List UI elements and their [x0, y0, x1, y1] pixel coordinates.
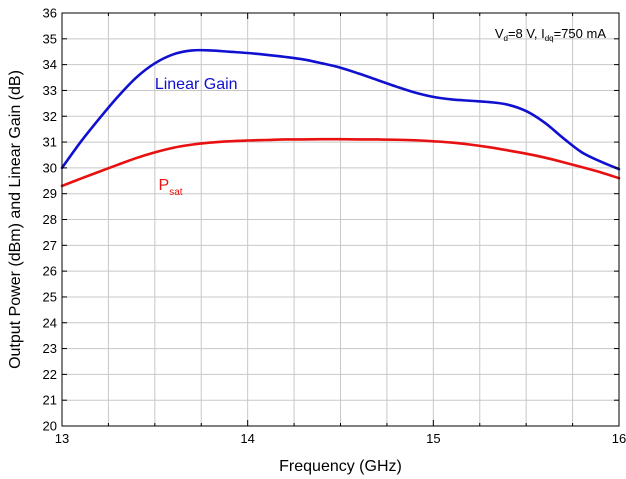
- annotation-v: V: [495, 26, 504, 41]
- y-tick-label: 23: [43, 341, 57, 356]
- bias-annotation: Vd=8 V, Idq=750 mA: [495, 26, 607, 43]
- x-axis-label: Frequency (GHz): [279, 458, 402, 475]
- y-tick-label: 24: [43, 315, 57, 330]
- series-line-psat: [60, 137, 621, 188]
- grid: [62, 13, 619, 426]
- psat-label-main: P: [159, 177, 170, 194]
- series-label-linear-gain: Linear Gain: [155, 76, 238, 93]
- y-tick-label: 22: [43, 367, 57, 382]
- annotation-sub-d: d: [503, 34, 507, 43]
- psat-label-sub: sat: [169, 187, 183, 198]
- y-tick-label: 34: [43, 57, 57, 72]
- annotation-sub-dq: dq: [545, 34, 554, 43]
- y-tick-label: 27: [43, 238, 57, 253]
- y-axis-label: Output Power (dBm) and Linear Gain (dB): [7, 70, 24, 369]
- y-tick-label: 25: [43, 289, 57, 304]
- y-tick-label: 21: [43, 393, 57, 408]
- x-tick-label: 15: [426, 431, 440, 446]
- series-layer: [60, 48, 621, 188]
- tick-labels: 13 14 15 16 20 21 22 23 24 25 26 27 28 29 30 31 32 33 34 35…: [43, 6, 626, 447]
- x-tick-label: 16: [612, 431, 626, 446]
- y-tick-label: 31: [43, 135, 57, 150]
- annotation-mid: =8 V, I: [508, 26, 545, 41]
- y-tick-label: 28: [43, 212, 57, 227]
- series-label-psat: Psat: [159, 177, 183, 198]
- series-line-linear-gain: [60, 48, 621, 171]
- annotation-end: =750 mA: [554, 26, 607, 41]
- y-tick-label: 33: [43, 83, 57, 98]
- y-tick-label: 29: [43, 186, 57, 201]
- y-tick-label: 32: [43, 109, 57, 124]
- y-tick-label: 36: [43, 6, 57, 21]
- ticks: [61, 12, 620, 427]
- x-tick-label: 14: [240, 431, 254, 446]
- y-tick-label: 35: [43, 31, 57, 46]
- y-tick-label: 30: [43, 160, 57, 175]
- x-tick-label: 13: [55, 431, 69, 446]
- y-tick-label: 20: [43, 419, 57, 434]
- y-tick-label: 26: [43, 264, 57, 279]
